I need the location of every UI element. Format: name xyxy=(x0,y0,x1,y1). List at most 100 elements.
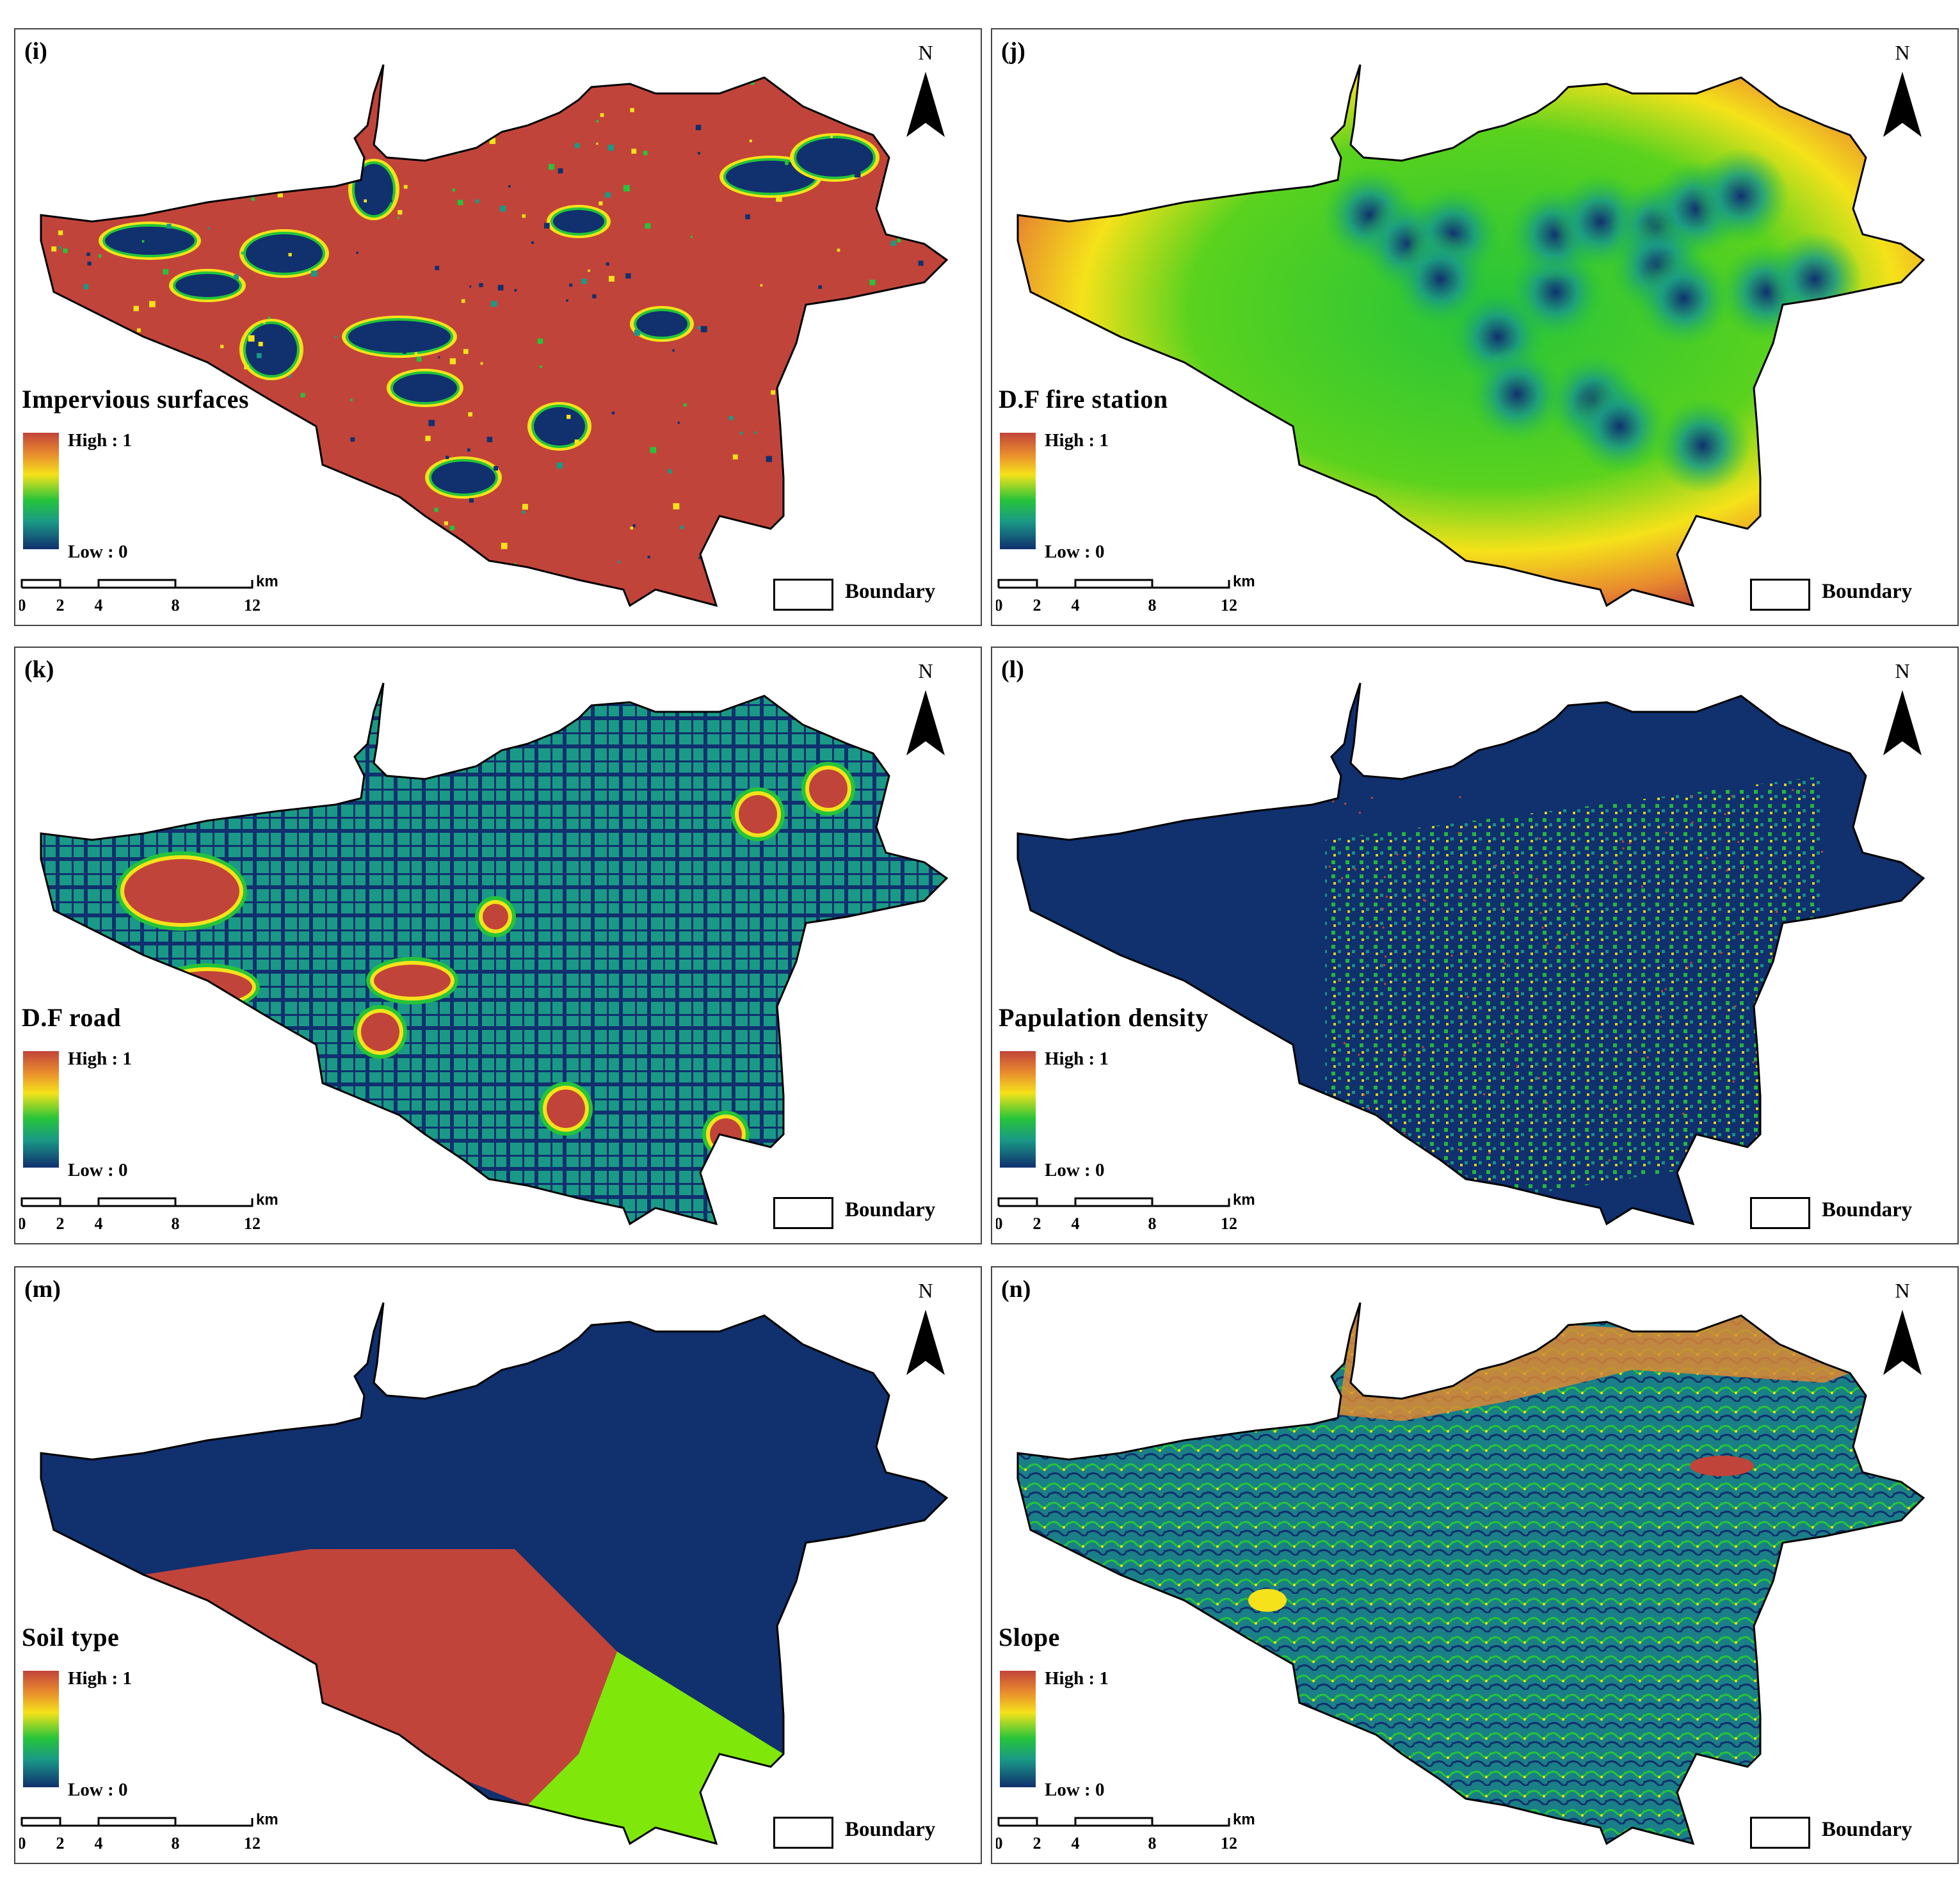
legend-high-label: High : 1 xyxy=(1045,430,1109,451)
north-arrow-icon: N xyxy=(900,1279,951,1388)
scale-tick-label: 0 xyxy=(19,1834,26,1853)
scale-unit-label: km xyxy=(1233,573,1255,590)
legend-low-label: Low : 0 xyxy=(68,542,128,562)
scale-tick-label: 2 xyxy=(56,1834,65,1853)
scale-tick-label: 8 xyxy=(1148,596,1157,615)
layer-title: Slope xyxy=(999,1623,1060,1652)
scale-tick-label: 12 xyxy=(1221,1834,1237,1853)
scale-unit-label: km xyxy=(256,1191,278,1209)
legend-color-ramp xyxy=(1000,1051,1036,1168)
scale-unit-label: km xyxy=(1233,1191,1255,1209)
scale-tick-label: 4 xyxy=(1072,1834,1080,1853)
scale-tick-label: 12 xyxy=(244,596,261,615)
north-arrow-icon: N xyxy=(1877,659,1928,768)
north-arrow-icon: N xyxy=(900,659,951,768)
legend-color-ramp xyxy=(23,1671,59,1787)
scale-tick-label: 8 xyxy=(1148,1214,1157,1233)
boundary-legend-swatch xyxy=(773,1197,833,1229)
panel-label: (i) xyxy=(24,38,47,65)
scale-tick-label: 2 xyxy=(1033,1834,1041,1853)
scale-tick-label: 0 xyxy=(19,1214,26,1233)
scale-unit-label: km xyxy=(256,1811,278,1828)
map-canvas xyxy=(1016,682,1925,1226)
legend-high-label: High : 1 xyxy=(68,1668,132,1689)
north-label: N xyxy=(1895,41,1910,64)
legend-low-label: Low : 0 xyxy=(1045,1160,1105,1180)
map-panel-soil: (m) Soil type High : 1 Low : 0 N 0 2 4 8… xyxy=(14,1266,982,1864)
layer-title: D.F fire station xyxy=(999,385,1168,414)
scale-bar: 0 2 4 8 12 km xyxy=(996,573,1255,615)
scale-tick-label: 4 xyxy=(95,1834,103,1853)
legend-high-label: High : 1 xyxy=(1045,1668,1109,1689)
scale-bar: 0 2 4 8 12 km xyxy=(19,573,278,615)
north-label: N xyxy=(1895,659,1910,682)
layer-title: Soil type xyxy=(22,1623,120,1652)
boundary-legend-label: Boundary xyxy=(1822,1198,1913,1221)
legend-low-label: Low : 0 xyxy=(68,1160,128,1180)
north-label: N xyxy=(918,659,933,682)
scale-tick-label: 4 xyxy=(1072,1214,1080,1233)
scale-tick-label: 8 xyxy=(172,1214,180,1233)
layer-title: Papulation density xyxy=(999,1003,1209,1032)
boundary-legend-swatch xyxy=(1750,579,1810,611)
map-panel-fire: (j) D.F fire station High : 1 Low : 0 N … xyxy=(991,28,1959,626)
boundary-legend-swatch xyxy=(773,579,833,611)
map-canvas xyxy=(1016,1302,1925,1846)
map-canvas xyxy=(1016,64,1925,607)
legend-high-label: High : 1 xyxy=(68,1049,132,1069)
map-canvas xyxy=(40,682,949,1226)
legend-high-label: High : 1 xyxy=(68,430,132,451)
north-arrow-icon: N xyxy=(1877,41,1928,150)
scale-tick-label: 0 xyxy=(19,596,26,615)
scale-tick-label: 12 xyxy=(1221,596,1237,615)
boundary-legend-label: Boundary xyxy=(1822,580,1913,603)
north-arrow-icon: N xyxy=(900,41,951,150)
scale-tick-label: 0 xyxy=(996,596,1003,615)
scale-tick-label: 8 xyxy=(172,596,180,615)
map-panel-population: (l) Papulation density High : 1 Low : 0 … xyxy=(991,647,1959,1244)
scale-tick-label: 0 xyxy=(996,1214,1003,1233)
scale-tick-label: 2 xyxy=(56,596,65,615)
scale-tick-label: 0 xyxy=(996,1834,1003,1853)
legend-color-ramp xyxy=(23,433,59,549)
legend-color-ramp xyxy=(1000,433,1036,549)
boundary-legend-label: Boundary xyxy=(1822,1818,1913,1841)
panel-label: (k) xyxy=(24,656,54,683)
layer-title: D.F road xyxy=(22,1003,122,1032)
panel-label: (l) xyxy=(1001,656,1024,683)
scale-bar: 0 2 4 8 12 km xyxy=(996,1811,1255,1853)
scale-bar: 0 2 4 8 12 km xyxy=(19,1811,278,1853)
boundary-legend-swatch xyxy=(773,1817,833,1849)
scale-tick-label: 12 xyxy=(1221,1214,1237,1233)
scale-tick-label: 2 xyxy=(56,1214,65,1233)
map-panel-slope: (n) Slope High : 1 Low : 0 N 0 2 4 8 12 … xyxy=(991,1266,1959,1864)
north-label: N xyxy=(918,41,933,64)
scale-tick-label: 4 xyxy=(95,596,103,615)
legend-color-ramp xyxy=(23,1051,59,1168)
boundary-legend-swatch xyxy=(1750,1197,1810,1229)
map-panel-impervious: (i) Impervious surfaces High : 1 Low : 0… xyxy=(14,28,982,626)
north-arrow-icon: N xyxy=(1877,1279,1928,1388)
scale-tick-label: 8 xyxy=(1148,1834,1157,1853)
panel-label: (j) xyxy=(1001,38,1025,65)
map-canvas xyxy=(40,64,949,607)
north-label: N xyxy=(918,1279,933,1302)
boundary-legend-label: Boundary xyxy=(845,580,936,603)
legend-color-ramp xyxy=(1000,1671,1036,1787)
legend-low-label: Low : 0 xyxy=(68,1780,128,1800)
scale-tick-label: 2 xyxy=(1033,1214,1041,1233)
map-canvas xyxy=(40,1302,949,1846)
map-panel-road: (k) D.F road High : 1 Low : 0 N 0 2 4 8 … xyxy=(14,647,982,1244)
panel-label: (m) xyxy=(24,1276,61,1303)
scale-bar: 0 2 4 8 12 km xyxy=(996,1191,1255,1233)
scale-tick-label: 12 xyxy=(244,1214,261,1233)
boundary-legend-swatch xyxy=(1750,1817,1810,1849)
scale-tick-label: 4 xyxy=(1072,596,1080,615)
scale-tick-label: 4 xyxy=(95,1214,103,1233)
legend-low-label: Low : 0 xyxy=(1045,542,1105,562)
boundary-legend-label: Boundary xyxy=(845,1198,936,1221)
scale-unit-label: km xyxy=(256,573,278,590)
scale-tick-label: 12 xyxy=(244,1834,261,1853)
legend-low-label: Low : 0 xyxy=(1045,1780,1105,1800)
legend-high-label: High : 1 xyxy=(1045,1049,1109,1069)
